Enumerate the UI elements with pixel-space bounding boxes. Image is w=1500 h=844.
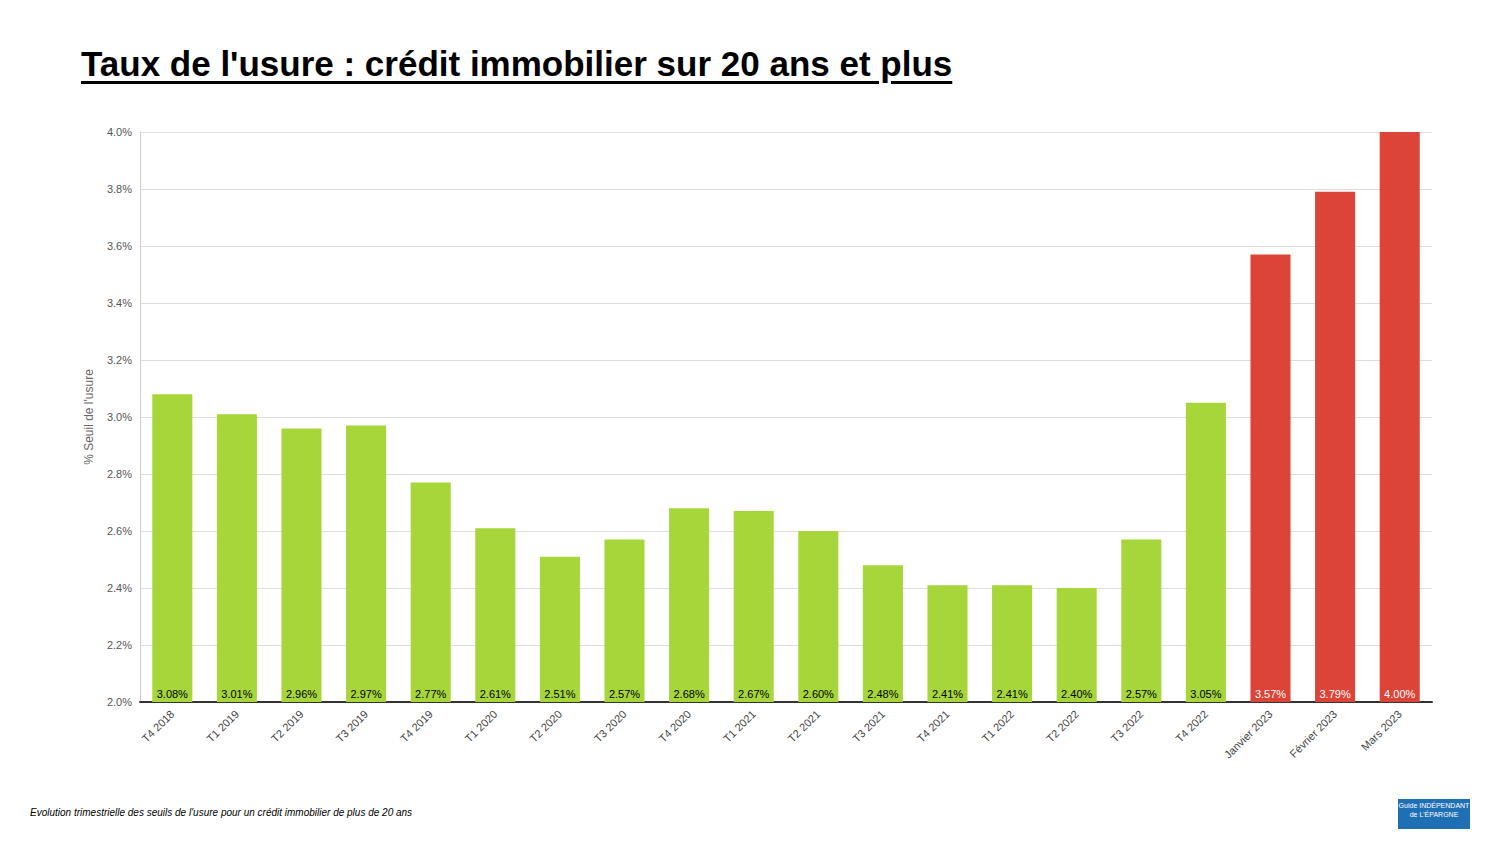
svg-text:3.8%: 3.8% (107, 183, 132, 195)
svg-text:3.4%: 3.4% (107, 297, 132, 309)
svg-text:2.6%: 2.6% (107, 525, 132, 537)
html-text:Evolution trimestrielle des se: Evolution trimestrielle des seuils de l'… (30, 807, 413, 818)
svg-text:T3 2020: T3 2020 (592, 708, 629, 745)
svg-text:2.0%: 2.0% (107, 696, 132, 708)
svg-text:T4 2020: T4 2020 (656, 708, 693, 745)
svg-text:Janvier 2023: Janvier 2023 (1222, 708, 1275, 761)
svg-text:T3 2021: T3 2021 (850, 708, 887, 745)
svg-text:T3 2019: T3 2019 (333, 708, 370, 745)
svg-text:2.97%: 2.97% (350, 688, 381, 700)
svg-text:T1 2021: T1 2021 (721, 708, 758, 745)
svg-text:2.8%: 2.8% (107, 468, 132, 480)
svg-text:2.51%: 2.51% (544, 688, 575, 700)
svg-text:2.61%: 2.61% (480, 688, 511, 700)
svg-text:3.0%: 3.0% (107, 411, 132, 423)
svg-text:3.57%: 3.57% (1255, 688, 1286, 700)
svg-text:T2 2020: T2 2020 (527, 708, 564, 745)
svg-text:2.60%: 2.60% (803, 688, 834, 700)
svg-text:2.68%: 2.68% (673, 688, 704, 700)
svg-text:4.00%: 4.00% (1384, 688, 1415, 700)
svg-text:2.48%: 2.48% (867, 688, 898, 700)
svg-text:4.0%: 4.0% (107, 126, 132, 138)
svg-text:T2 2019: T2 2019 (269, 708, 306, 745)
svg-text:2.96%: 2.96% (286, 688, 317, 700)
svg-text:3.2%: 3.2% (107, 354, 132, 366)
svg-text:T3 2022: T3 2022 (1109, 708, 1146, 745)
svg-text:T1 2020: T1 2020 (463, 708, 500, 745)
svg-text:2.57%: 2.57% (609, 688, 640, 700)
svg-text:Février 2023: Février 2023 (1287, 708, 1339, 760)
svg-text:2.77%: 2.77% (415, 688, 446, 700)
svg-text:2.41%: 2.41% (996, 688, 1027, 700)
svg-text:T2 2022: T2 2022 (1044, 708, 1081, 745)
svg-text:2.2%: 2.2% (107, 639, 132, 651)
svg-text:T1 2019: T1 2019 (204, 708, 241, 745)
svg-text:T1 2022: T1 2022 (979, 708, 1016, 745)
svg-text:2.40%: 2.40% (1061, 688, 1092, 700)
svg-text:T4 2018: T4 2018 (140, 708, 177, 745)
svg-text:T4 2019: T4 2019 (398, 708, 435, 745)
svg-text:3.01%: 3.01% (221, 688, 252, 700)
svg-text:3.6%: 3.6% (107, 240, 132, 252)
svg-text:3.05%: 3.05% (1190, 688, 1221, 700)
svg-text:T4 2022: T4 2022 (1173, 708, 1210, 745)
svg-text:2.67%: 2.67% (738, 688, 769, 700)
svg-text:% Seuil de l'usure: % Seuil de l'usure (82, 369, 96, 465)
svg-text:3.79%: 3.79% (1319, 688, 1350, 700)
svg-text:T2 2021: T2 2021 (786, 708, 823, 745)
svg-text:Mars 2023: Mars 2023 (1359, 708, 1404, 753)
svg-text:2.4%: 2.4% (107, 582, 132, 594)
html-text:Guide INDÉPENDANT de L'ÉPARGNE: Guide INDÉPENDANT de L'ÉPARGNE (1398, 802, 1470, 818)
svg-text:3.08%: 3.08% (157, 688, 188, 700)
svg-text:T4 2021: T4 2021 (915, 708, 952, 745)
html-text:Taux de l'usure : crédit immob: Taux de l'usure : crédit immobilier sur … (81, 44, 953, 83)
svg-text:2.41%: 2.41% (932, 688, 963, 700)
svg-text:2.57%: 2.57% (1126, 688, 1157, 700)
